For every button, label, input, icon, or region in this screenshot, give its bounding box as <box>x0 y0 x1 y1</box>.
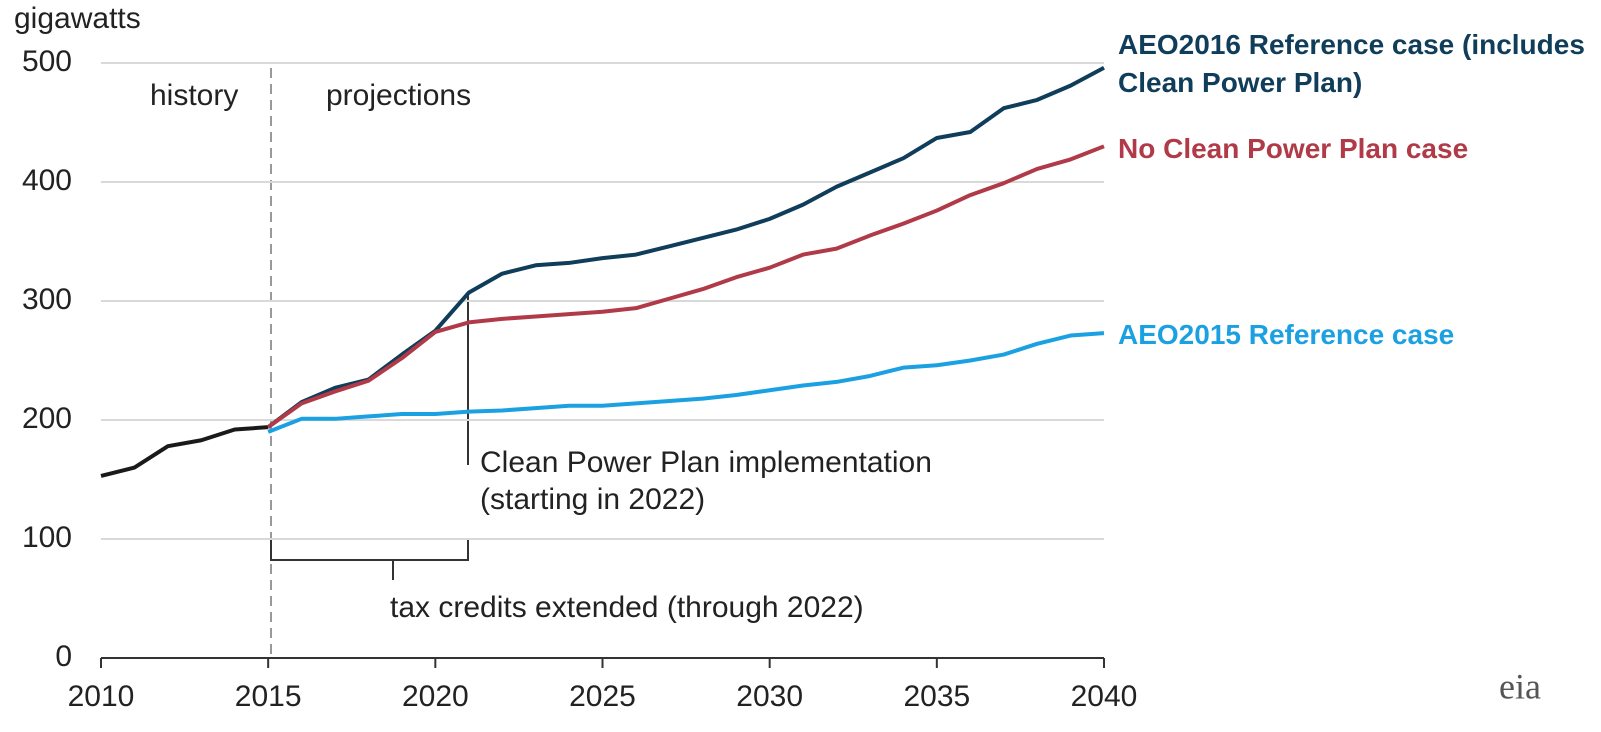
series-line <box>266 65 1105 429</box>
series-label: No Clean Power Plan case <box>1118 133 1469 164</box>
y-tick-label: 200 <box>22 402 72 435</box>
annotation: projections <box>326 79 471 112</box>
x-tick-label: 2025 <box>569 680 636 713</box>
logo: eia <box>1499 666 1541 706</box>
y-tick-label: 0 <box>55 640 72 673</box>
series-label: AEO2016 Reference case (includes Clean P… <box>1118 29 1585 98</box>
x-tick-label: 2010 <box>68 680 135 713</box>
y-tick-label: 500 <box>22 45 72 78</box>
brace <box>270 540 469 580</box>
series-line <box>267 144 1105 429</box>
annotation: (starting in 2022) <box>480 483 705 516</box>
annotation: tax credits extended (through 2022) <box>390 591 864 624</box>
x-tick-label: 2020 <box>402 680 469 713</box>
x-tick-label: 2035 <box>903 680 970 713</box>
y-axis-label: gigawatts <box>14 2 141 35</box>
series-label: AEO2015 Reference case <box>1118 319 1455 350</box>
x-tick-label: 2015 <box>235 680 302 713</box>
series-line <box>267 331 1105 434</box>
series-line <box>100 425 269 478</box>
annotation: history <box>150 79 238 112</box>
y-tick-label: 400 <box>22 164 72 197</box>
y-tick-label: 100 <box>22 521 72 554</box>
annotation: Clean Power Plan implementation <box>480 446 932 479</box>
x-tick-label: 2030 <box>736 680 803 713</box>
x-tick-label: 2040 <box>1071 680 1138 713</box>
y-tick-label: 300 <box>22 283 72 316</box>
